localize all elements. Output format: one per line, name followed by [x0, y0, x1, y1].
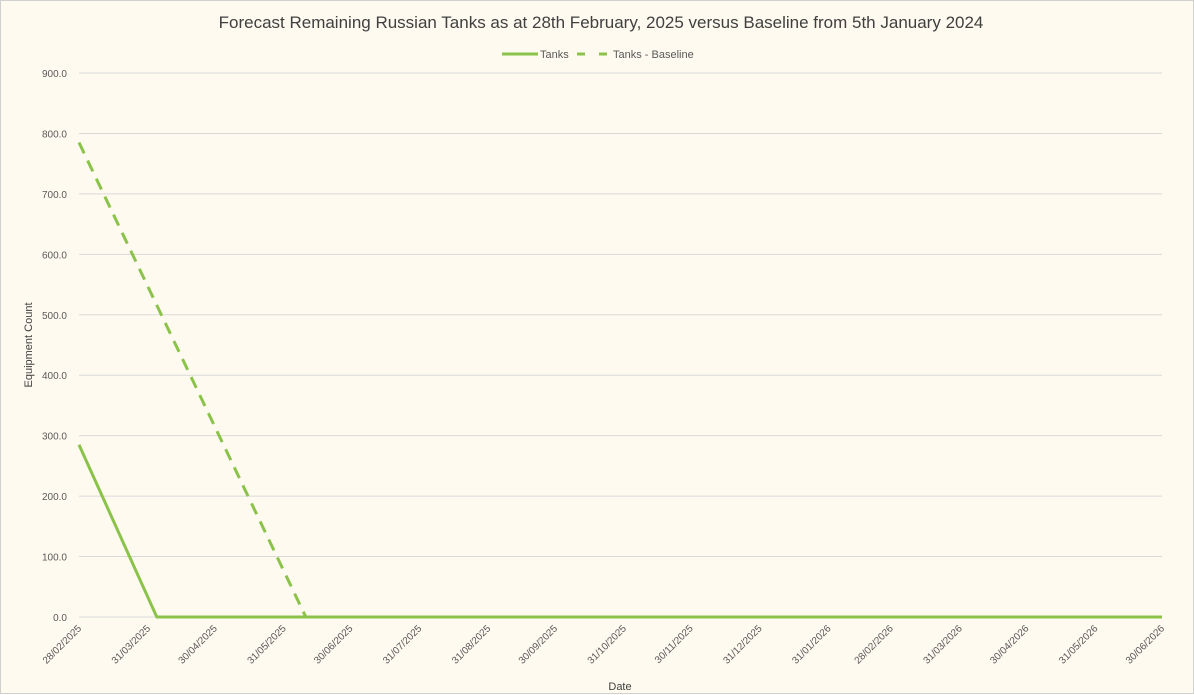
- chart-title: Forecast Remaining Russian Tanks as at 2…: [219, 13, 984, 32]
- legend-label-0: Tanks: [540, 49, 569, 61]
- x-tick-label: 31/05/2025: [246, 623, 289, 666]
- x-tick-label: 31/03/2025: [110, 623, 153, 666]
- x-tick-label: 31/01/2026: [790, 623, 833, 666]
- x-tick-label: 30/09/2025: [517, 623, 560, 666]
- y-tick-label: 700.0: [42, 190, 67, 201]
- x-tick-label: 31/07/2025: [381, 623, 424, 666]
- y-tick-label: 800.0: [42, 129, 67, 140]
- y-axis-label: Equipment Count: [23, 303, 35, 388]
- y-tick-label: 300.0: [42, 432, 67, 443]
- y-tick-label: 200.0: [42, 492, 67, 503]
- x-tick-label: 31/03/2026: [922, 623, 965, 666]
- x-tick-label: 30/06/2025: [312, 623, 355, 666]
- x-tick-label: 31/05/2026: [1057, 623, 1100, 666]
- x-tick-label: 28/02/2026: [853, 623, 896, 666]
- series-line-0: [77, 444, 1162, 619]
- x-tick-label: 30/06/2026: [1124, 623, 1167, 666]
- x-axis-label: Date: [608, 681, 631, 693]
- x-tick-label: 28/02/2025: [41, 623, 84, 666]
- x-tick-label: 30/04/2026: [988, 623, 1031, 666]
- y-tick-label: 900.0: [42, 69, 67, 80]
- legend: Tanks Tanks - Baseline: [502, 49, 694, 61]
- x-tick-label: 31/08/2025: [450, 623, 493, 666]
- x-tick-label: 31/12/2025: [721, 623, 764, 666]
- y-tick-label: 400.0: [42, 371, 67, 382]
- x-tick-label: 30/04/2025: [177, 623, 220, 666]
- series-line-1: [77, 141, 308, 618]
- y-tick-label: 500.0: [42, 311, 67, 322]
- y-tick-label: 100.0: [42, 553, 67, 564]
- y-tick-label: 0.0: [53, 613, 67, 624]
- legend-label-1: Tanks - Baseline: [613, 49, 694, 61]
- x-tick-label: 31/10/2025: [586, 623, 629, 666]
- y-tick-label: 600.0: [42, 250, 67, 261]
- x-tick-label: 30/11/2025: [653, 623, 696, 666]
